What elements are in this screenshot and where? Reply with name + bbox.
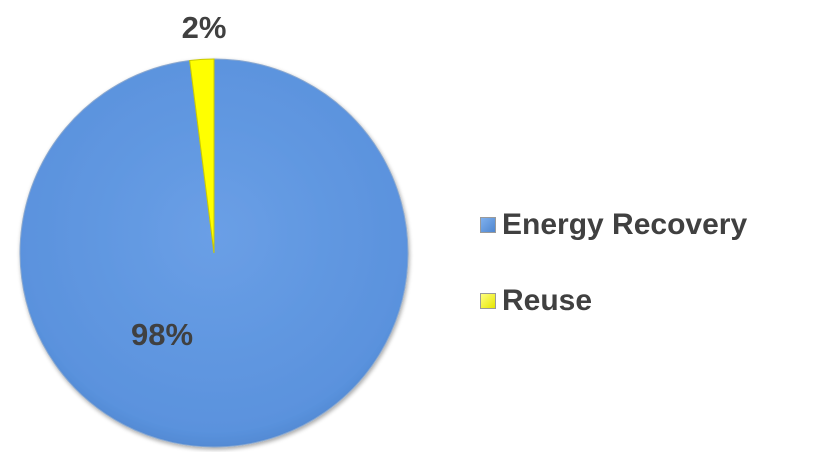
pie-data-labels: 98% 2% bbox=[131, 10, 226, 352]
legend: Energy Recovery Reuse bbox=[480, 202, 810, 354]
data-label-reuse: 2% bbox=[182, 10, 227, 45]
legend-item-energy-recovery: Energy Recovery bbox=[480, 202, 810, 248]
legend-label: Reuse bbox=[502, 284, 593, 317]
pie-slice-reuse bbox=[189, 58, 215, 254]
legend-swatch-energy-recovery bbox=[480, 217, 496, 233]
legend-item-reuse: Reuse bbox=[480, 278, 810, 324]
pie-slices bbox=[19, 58, 409, 448]
data-label-energy-recovery: 98% bbox=[131, 317, 193, 352]
legend-swatch-reuse bbox=[480, 293, 496, 309]
legend-label: Energy Recovery bbox=[502, 208, 748, 241]
